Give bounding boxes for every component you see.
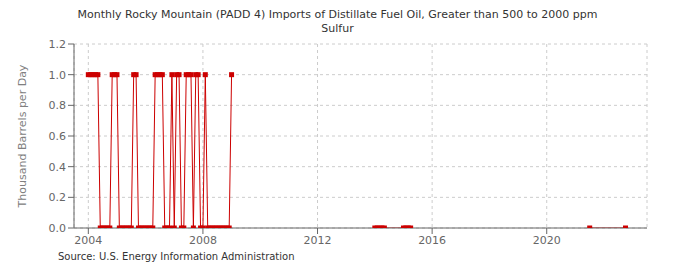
svg-text:2004: 2004 bbox=[74, 234, 102, 247]
svg-text:0.8: 0.8 bbox=[49, 99, 67, 112]
html-text:Monthly Rocky Mountain (PADD 4: Monthly Rocky Mountain (PADD 4) Imports … bbox=[77, 8, 598, 21]
svg-text:2016: 2016 bbox=[418, 234, 446, 247]
html-text:Sulfur: Sulfur bbox=[321, 22, 354, 35]
svg-text:Thousand Barrels per Day: Thousand Barrels per Day bbox=[16, 64, 29, 208]
svg-text:1.2: 1.2 bbox=[49, 38, 67, 51]
svg-text:0.4: 0.4 bbox=[49, 161, 67, 174]
svg-text:2020: 2020 bbox=[533, 234, 561, 247]
svg-text:0.6: 0.6 bbox=[49, 130, 67, 143]
html-text:Source: U.S. Energy Informatio: Source: U.S. Energy Information Administ… bbox=[58, 251, 295, 262]
svg-text:0.2: 0.2 bbox=[49, 191, 67, 204]
svg-text:2008: 2008 bbox=[189, 234, 217, 247]
svg-text:0.0: 0.0 bbox=[49, 222, 67, 235]
svg-text:1.0: 1.0 bbox=[49, 69, 67, 82]
svg-text:2012: 2012 bbox=[304, 234, 332, 247]
